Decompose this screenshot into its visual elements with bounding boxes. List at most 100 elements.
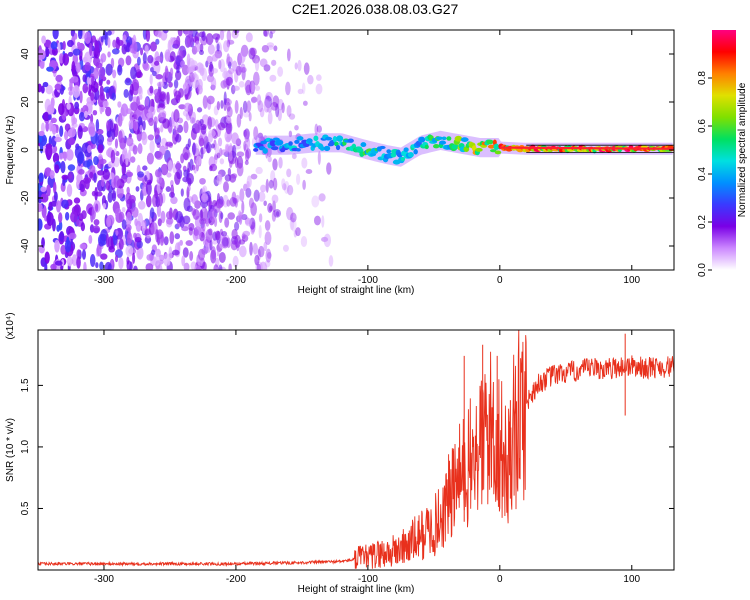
spectrogram-cell: [243, 140, 247, 151]
spectrogram-cell: [169, 51, 176, 62]
spectrogram-cell: [263, 30, 268, 37]
spectrogram-cell: [186, 33, 194, 48]
spectrogram-cell: [220, 99, 224, 109]
spectrogram-cell: [80, 222, 86, 232]
spectrogram-cell: [126, 198, 133, 210]
spectrogram-cell: [164, 65, 169, 79]
spectrogram-cell: [112, 69, 117, 79]
spectrogram-cell: [154, 30, 161, 38]
ridge-cell: [451, 144, 459, 150]
spectrogram-cell: [159, 91, 167, 102]
spectrogram-cell: [213, 264, 219, 270]
spectrogram-cell: [148, 106, 156, 117]
snr-panel: -300 -200 -100 0 100 0.5 1.0 1.5 (x10⁴) Height…: [5, 312, 675, 595]
spectrogram-cell: [66, 102, 71, 110]
spectrogram-cell: [199, 217, 207, 225]
spectrogram-cell: [123, 88, 129, 98]
spectrogram-cell: [118, 257, 124, 270]
spectrogram-cell: [254, 58, 260, 72]
spectrogram-cell: [236, 162, 244, 177]
spectrogram-cell: [216, 173, 223, 185]
spectrogram-cell: [282, 244, 289, 252]
spectrogram-cell: [102, 30, 108, 40]
ridge-cell: [400, 157, 406, 162]
spectrogram-cell: [259, 58, 268, 68]
spectrogram-cell: [139, 124, 143, 132]
spectrogram-cell: [191, 194, 198, 205]
spectrogram-cell: [267, 156, 272, 163]
spectrogram-cell: [199, 177, 206, 185]
spectrogram-cell: [263, 99, 270, 113]
spectrogram-cell: [226, 53, 230, 65]
spectrogram-cell: [323, 233, 332, 248]
spectrogram-cell: [198, 31, 205, 38]
spectrogram-cell: [250, 81, 256, 93]
spectrogram-cell: [141, 132, 148, 146]
spectrogram-cell: [160, 210, 166, 224]
spectrogram-cell: [169, 231, 175, 245]
spectrogram-cell: [173, 79, 179, 89]
spectrogram-cell: [78, 168, 85, 175]
spectrogram-cell: [109, 120, 114, 132]
spectrogram-cell: [221, 231, 228, 237]
ridge-cell: [424, 144, 429, 150]
spectrogram-cell: [182, 81, 189, 95]
snr-x-tick-label: 100: [623, 574, 640, 585]
spectrogram-cell: [273, 45, 278, 52]
spectrogram-cell: [267, 111, 273, 125]
snr-x-ticks: -300 -200 -100 0 100: [94, 330, 641, 585]
spectrogram-cell: [95, 132, 99, 146]
spectrogram-cell: [79, 55, 83, 61]
spectrogram-cell: [145, 181, 152, 196]
spectrogram-cell: [87, 144, 92, 154]
spectrogram-cell: [218, 264, 223, 270]
spectrogram-cell: [136, 56, 141, 66]
spectrogram-cell: [157, 218, 162, 227]
spectrogram-cell: [104, 261, 112, 270]
colorbar-tick-label: 0.0: [697, 263, 708, 277]
spectrogram-cell: [50, 117, 57, 124]
spectrogram-cell: [64, 211, 70, 221]
spectrogram-cell: [229, 196, 237, 207]
spectrogram-cell: [265, 248, 272, 263]
spectrogram-cell: [174, 233, 181, 240]
figure-title: C2E1.2026.038.08.03.G27: [292, 1, 459, 17]
spectrogram-cell: [111, 92, 117, 101]
spectrogram-cell: [264, 95, 273, 109]
spectrogram-cell: [100, 53, 107, 63]
spectrogram-cell: [244, 160, 249, 166]
spectrogram-cell: [173, 39, 181, 49]
spectrogram-x-ticks: -300 -200 -100 0 100: [94, 30, 641, 286]
spectrogram-cell: [238, 239, 246, 245]
spectrogram-cell: [149, 73, 153, 86]
spectrogram-cell: [125, 108, 133, 115]
spectrogram-cell: [105, 233, 110, 248]
spectrogram-cell: [115, 36, 120, 44]
spectrogram-cell: [89, 42, 93, 56]
spectrogram-cell: [216, 43, 220, 52]
spectrogram-cell: [140, 47, 144, 56]
spectrogram-cell: [90, 142, 96, 150]
spectrogram-cell: [68, 232, 77, 240]
spectrogram-cell: [228, 263, 232, 270]
spectrogram-cell: [40, 122, 45, 133]
spectrogram-cell: [126, 186, 130, 195]
spectrogram-cell: [46, 66, 54, 72]
spectrogram-cell: [239, 245, 247, 258]
spectrogram-cell: [234, 100, 239, 114]
spectrogram-cell: [132, 144, 138, 155]
spectrogram-cell: [258, 245, 265, 258]
spectrogram-cell: [245, 187, 252, 198]
spectrogram-cell: [229, 142, 233, 150]
spectrogram-cell: [154, 169, 162, 178]
colorbar-label: Normalized spectral amplitude: [737, 82, 748, 217]
spectrogram-cell: [95, 262, 99, 269]
spectrogram-cell: [226, 199, 231, 207]
spectrogram-cell: [261, 44, 269, 53]
spectrogram-cell: [100, 229, 108, 242]
spectrogram-cell: [131, 206, 139, 218]
spectrogram-cell: [157, 107, 165, 114]
spectrogram-cell: [71, 254, 78, 266]
spectrogram-cell: [254, 254, 260, 266]
spectrogram-cell: [217, 122, 226, 131]
